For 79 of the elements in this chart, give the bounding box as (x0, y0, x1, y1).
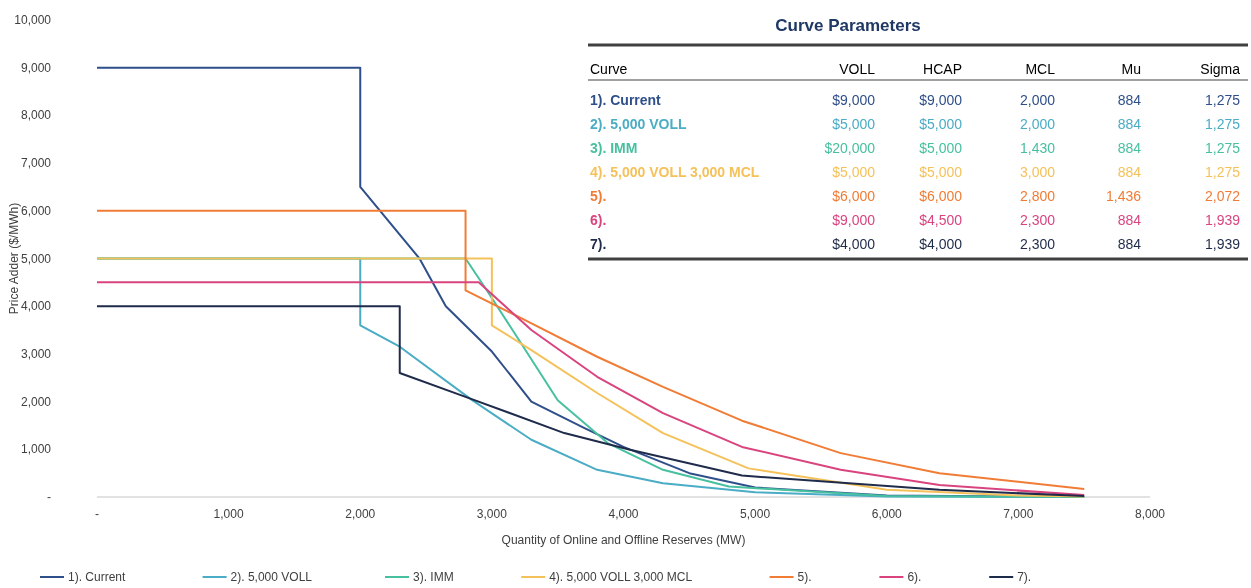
text: 884 (1117, 92, 1141, 108)
text: $5,000 (832, 116, 875, 132)
text: 1,939 (1204, 212, 1240, 228)
category-label: 4). 5,000 VOLL 3,000 MCL (590, 164, 760, 180)
y-tick-label: 4,000 (20, 299, 52, 314)
legend-label: 6). (907, 570, 922, 584)
x-tick-label: 2,000 (345, 507, 376, 521)
text: 1,275 (1204, 92, 1240, 108)
category-label: HCAP (923, 61, 962, 77)
x-tick-label: - (95, 507, 99, 521)
text: 3,000 (1019, 164, 1055, 180)
y-tick-label: 6,000 (20, 203, 52, 218)
text: $5,000 (919, 140, 962, 156)
text: 2,300 (1019, 236, 1055, 252)
text: 2,000 (1019, 92, 1055, 108)
text: 884 (1117, 140, 1141, 156)
text: $9,000 (832, 212, 875, 228)
x-tick-label: 5,000 (740, 507, 771, 521)
y-tick-label: 10,000 (14, 13, 52, 27)
category-label: 3). IMM (590, 140, 638, 156)
x-tick-label: 8,000 (1134, 507, 1166, 521)
category-label: Curve (590, 61, 628, 77)
x-tick-label: 4,000 (608, 507, 639, 521)
legend-label: 5). (797, 570, 812, 584)
legend-label: 2). 5,000 VOLL (230, 570, 313, 584)
text: 2,072 (1204, 188, 1240, 204)
x-axis-title: Quantity of Online and Offline Reserves (MW) (501, 533, 746, 547)
category-label: Mu (1121, 61, 1141, 77)
text: 884 (1117, 116, 1141, 132)
category-label: 7). (590, 236, 607, 252)
category-label: 2). 5,000 VOLL (590, 116, 687, 132)
text: 884 (1117, 212, 1141, 228)
category-label: Sigma (1200, 61, 1241, 77)
text: $6,000 (919, 188, 962, 204)
text: 884 (1117, 164, 1141, 180)
category-label: MCL (1025, 61, 1056, 77)
y-tick-label: 1,000 (20, 442, 52, 457)
y-tick-label: 2,000 (20, 394, 52, 409)
text: $5,000 (919, 164, 962, 180)
text: $5,000 (919, 116, 962, 132)
y-tick-label: 9,000 (20, 60, 52, 75)
legend-label: 3). IMM (413, 570, 454, 584)
x-tick-label: 1,000 (213, 507, 244, 521)
category-label: 5). (590, 188, 607, 204)
text: $9,000 (919, 92, 962, 108)
text: $4,000 (919, 236, 962, 252)
text: 1,275 (1204, 140, 1240, 156)
text: 1,430 (1019, 140, 1055, 156)
x-tick-label: 6,000 (871, 507, 903, 521)
text: $6,000 (832, 188, 875, 204)
category-label: 6). (590, 212, 607, 228)
y-tick-label: 8,000 (20, 108, 52, 123)
text: $9,000 (832, 92, 875, 108)
text: 1,939 (1204, 236, 1240, 252)
text: 2,000 (1019, 116, 1055, 132)
x-tick-label: 3,000 (476, 507, 508, 521)
text: 2,300 (1019, 212, 1055, 228)
category-label: 1). Current (590, 92, 661, 108)
text: $20,000 (824, 140, 875, 156)
text: $4,500 (919, 212, 962, 228)
text: 884 (1117, 236, 1141, 252)
text: 2,800 (1019, 188, 1055, 204)
text: 1,275 (1204, 164, 1240, 180)
y-tick-label: - (47, 490, 51, 504)
legend-label: 4). 5,000 VOLL 3,000 MCL (549, 570, 693, 584)
text: $4,000 (832, 236, 875, 252)
legend-label: 1). Current (68, 570, 127, 584)
text: 1,436 (1105, 188, 1141, 204)
category-label: VOLL (839, 61, 876, 77)
text: $5,000 (832, 164, 875, 180)
text: Curve Parameters (775, 16, 921, 35)
legend-label: 7). (1017, 570, 1032, 584)
text: 1,275 (1204, 116, 1240, 132)
y-tick-label: 7,000 (20, 156, 52, 171)
line-series (96, 209, 1086, 490)
y-tick-label: 5,000 (20, 251, 52, 266)
y-axis-title: Price Adder ($/MWh) (7, 202, 21, 315)
y-tick-label: 3,000 (20, 346, 52, 361)
x-tick-label: 7,000 (1003, 507, 1034, 521)
